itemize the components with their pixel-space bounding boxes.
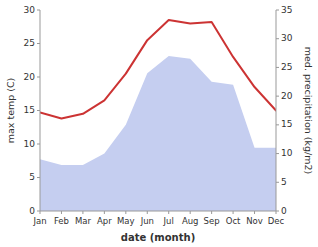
y2-tick	[276, 96, 279, 97]
x-tick-label: Aug	[182, 216, 199, 226]
x-tick-label: Oct	[226, 216, 241, 226]
y-tick-label: 30	[24, 5, 36, 15]
y2-axis-label: med. precipitation (kg/m2)	[303, 47, 314, 174]
y2-tick-label: 30	[281, 33, 293, 43]
precipitation-area	[40, 56, 276, 211]
x-axis-line	[40, 211, 276, 212]
y2-tick	[276, 182, 279, 183]
y2-tick-label: 0	[281, 206, 287, 216]
x-axis-label: date (month)	[121, 232, 195, 243]
x-tick	[211, 211, 212, 214]
y2-tick-label: 35	[281, 5, 292, 15]
x-tick-label: Jul	[163, 216, 174, 226]
x-tick	[82, 211, 83, 214]
y2-tick-label: 15	[281, 119, 292, 129]
y2-tick-label: 25	[281, 62, 292, 72]
x-tick-label: Dec	[268, 216, 285, 226]
x-tick	[276, 211, 277, 214]
y-tick-label: 15	[24, 105, 35, 115]
y2-tick	[276, 38, 279, 39]
x-tick-label: May	[117, 216, 135, 226]
y2-tick	[276, 153, 279, 154]
y2-tick-label: 20	[281, 91, 293, 101]
chart: 0 5 10 15 20 25 30 0 5 10 15 20 25 30 35 Jan Feb Mar Apr Ma…	[0, 0, 318, 247]
x-tick	[104, 211, 105, 214]
y-tick	[37, 177, 40, 178]
x-tick	[254, 211, 255, 214]
x-tick-label: Sep	[204, 216, 220, 226]
y-tick	[37, 77, 40, 78]
x-tick-label: Mar	[75, 216, 92, 226]
y2-tick-label: 10	[281, 148, 293, 158]
x-tick	[147, 211, 148, 214]
x-tick-label: Jan	[32, 216, 46, 226]
y-tick-label: 5	[29, 172, 35, 182]
y2-tick	[276, 67, 279, 68]
y-tick-label: 0	[29, 206, 35, 216]
axes: 0 5 10 15 20 25 30 0 5 10 15 20 25 30 35 Jan Feb Mar Apr Ma…	[24, 5, 293, 227]
y-tick	[37, 144, 40, 145]
y-tick	[37, 10, 40, 11]
y2-tick	[276, 124, 279, 125]
y-tick-label: 20	[24, 72, 36, 82]
y2-tick	[276, 10, 279, 11]
y-tick-label: 10	[24, 139, 36, 149]
x-tick	[168, 211, 169, 214]
x-tick	[61, 211, 62, 214]
x-tick	[125, 211, 126, 214]
x-tick-label: Nov	[246, 216, 263, 226]
y-tick-label: 25	[24, 38, 35, 48]
y-tick	[37, 43, 40, 44]
y-axis-label: max temp (C)	[5, 78, 16, 144]
x-tick-label: Jun	[140, 216, 154, 226]
x-tick-label: Feb	[54, 216, 69, 226]
x-tick	[40, 211, 41, 214]
temperature-line	[40, 20, 276, 118]
y2-tick-label: 5	[281, 177, 287, 187]
y2-axis-line	[276, 10, 277, 211]
x-tick	[190, 211, 191, 214]
y-tick	[37, 110, 40, 111]
x-tick-label: Apr	[97, 216, 112, 226]
x-tick	[233, 211, 234, 214]
plot-area	[40, 20, 276, 211]
